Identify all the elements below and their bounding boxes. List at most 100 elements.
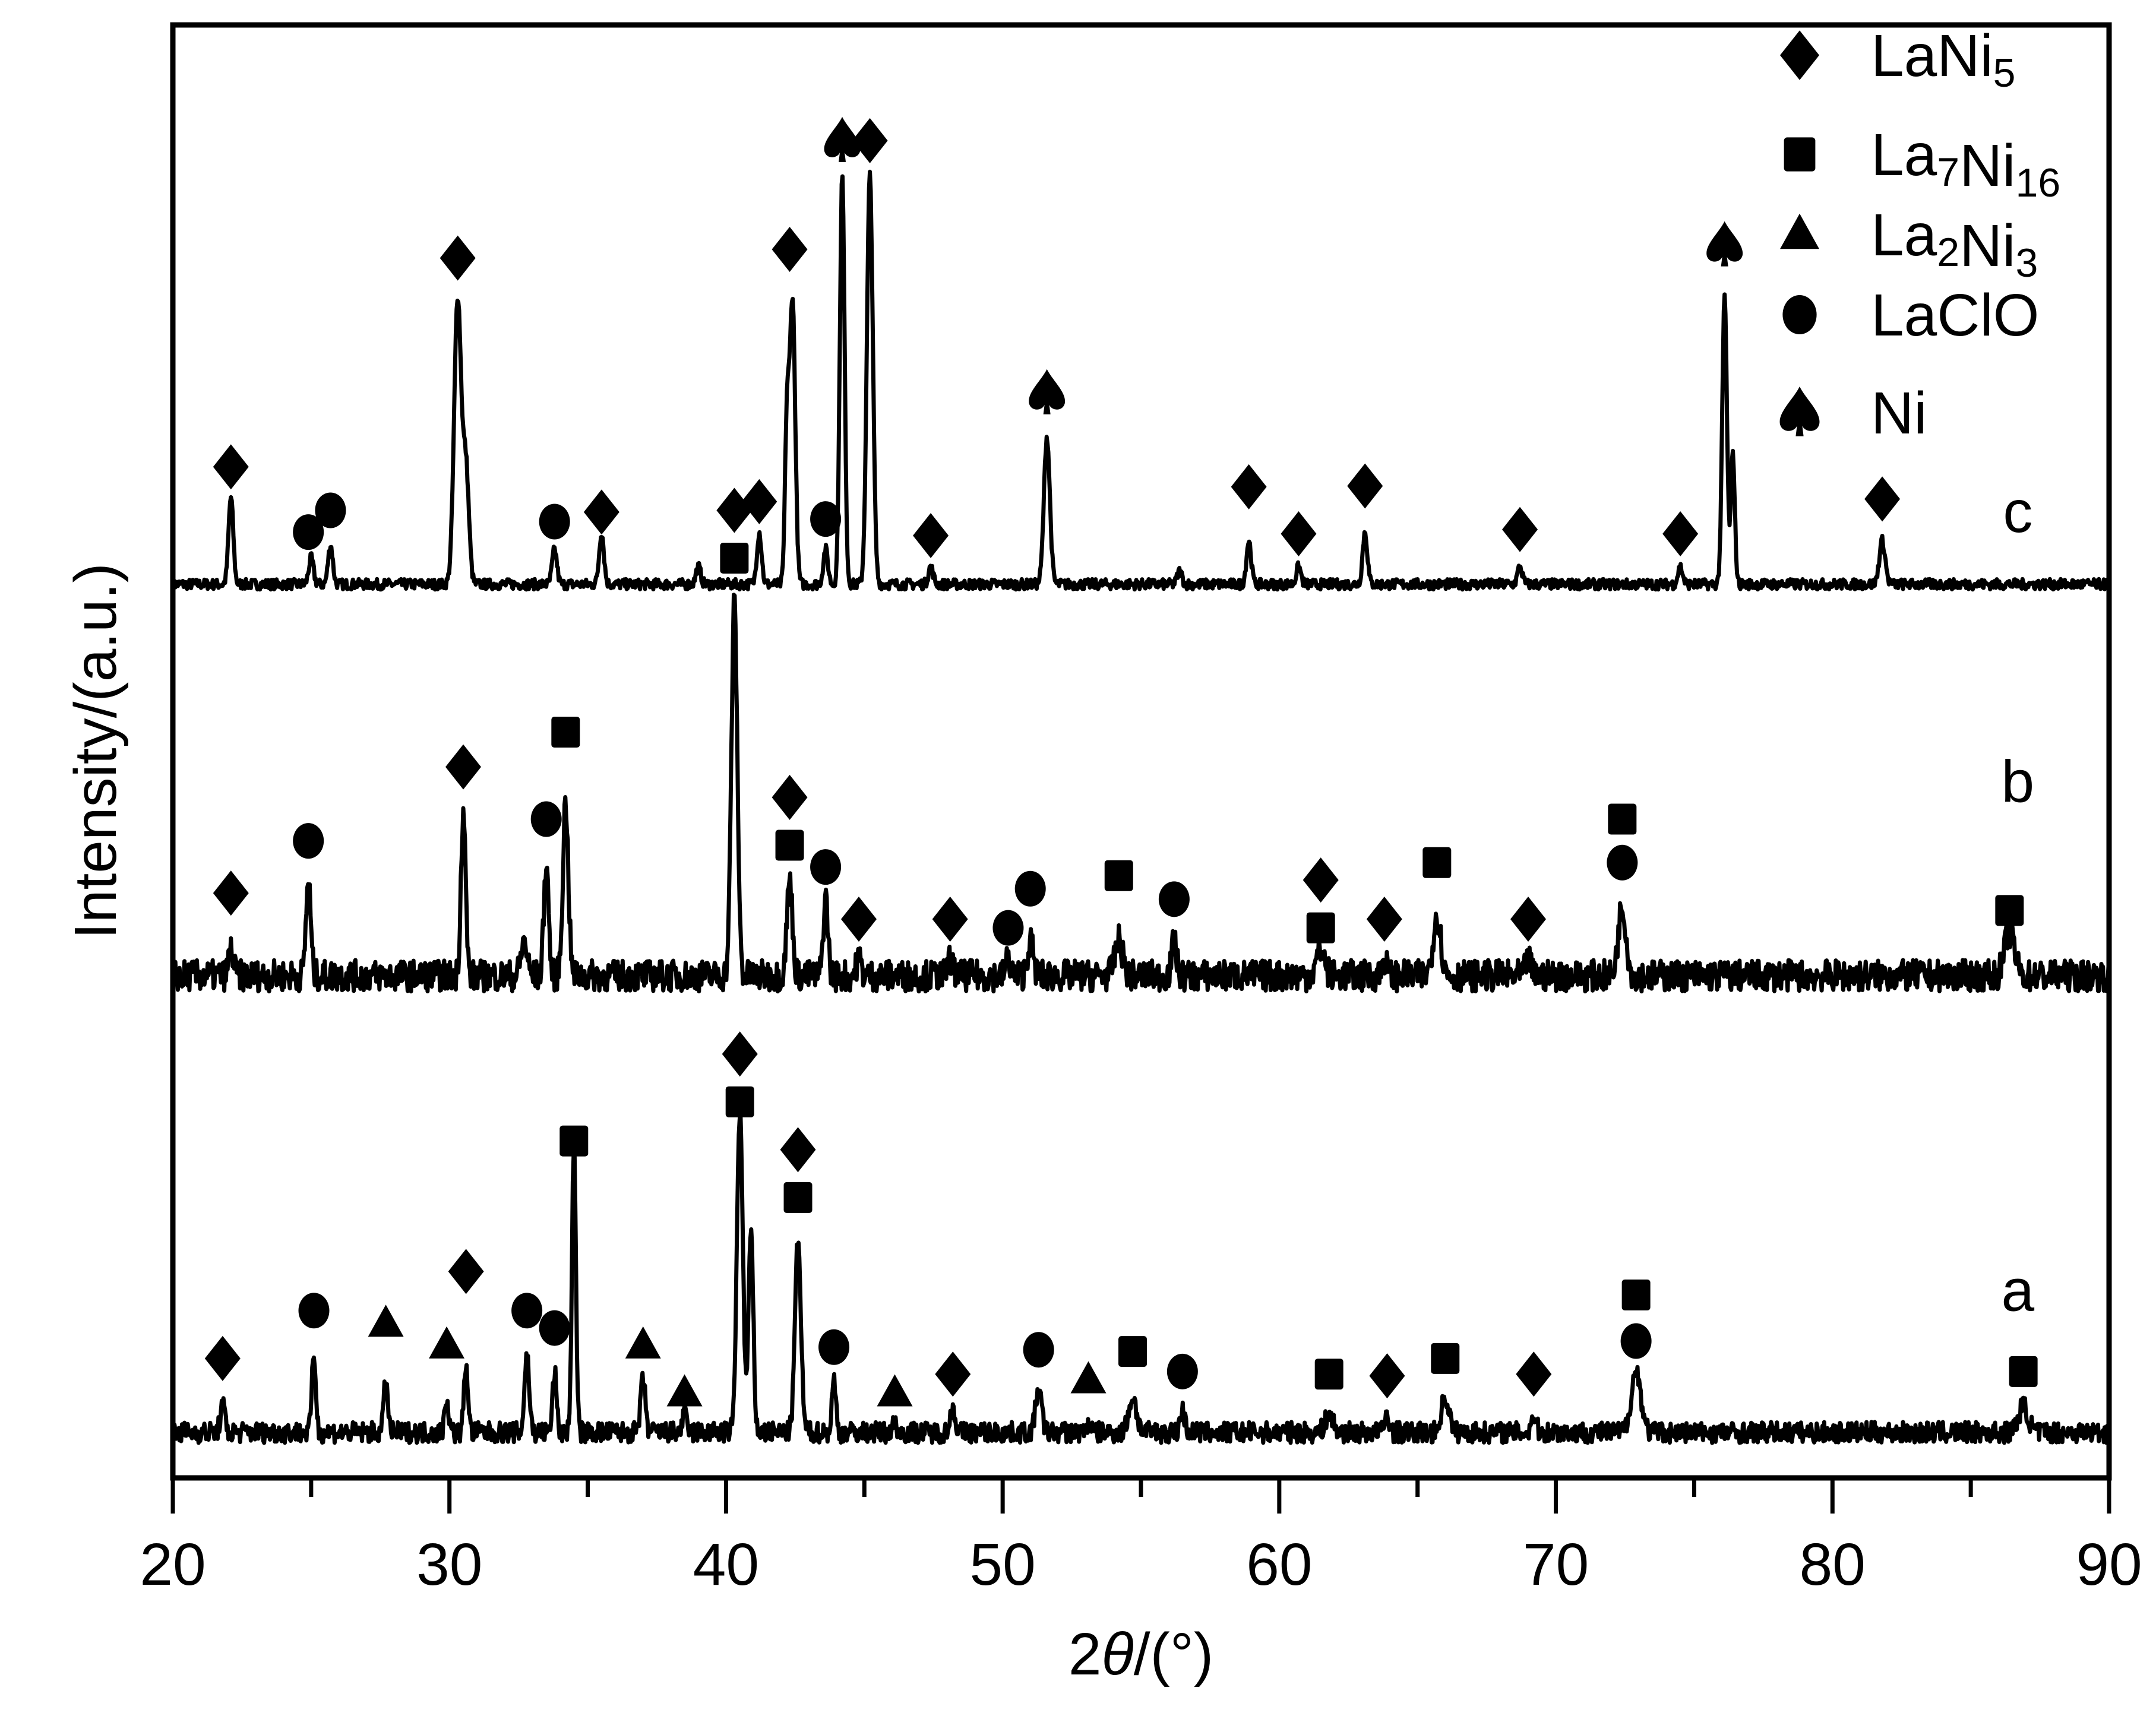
- square-marker-icon: [1306, 912, 1335, 944]
- circle-marker-icon: [530, 801, 562, 837]
- x-tick-label: 60: [1246, 1531, 1312, 1598]
- diamond-marker-icon: [935, 1351, 971, 1397]
- square-marker-icon: [1431, 1343, 1460, 1374]
- triangle-marker-icon: [1780, 213, 1819, 249]
- diamond-marker-icon: [213, 870, 249, 916]
- legend-label: LaNi5: [1871, 23, 2016, 96]
- square-marker-icon: [1621, 1279, 1651, 1310]
- square-marker-icon: [559, 1125, 589, 1157]
- diamond-marker-icon: [741, 479, 777, 524]
- circle-marker-icon: [539, 1310, 570, 1346]
- trace-c: [170, 169, 2111, 592]
- diamond-marker-icon: [852, 118, 888, 163]
- diamond-marker-icon: [1281, 511, 1317, 557]
- spade-marker-icon: [1706, 221, 1743, 267]
- legend-label: Ni: [1871, 380, 1927, 447]
- diamond-marker-icon: [932, 897, 968, 942]
- circle-marker-icon: [1014, 870, 1046, 907]
- trace-label-b: b: [2002, 748, 2035, 815]
- x-tick-label: 50: [970, 1531, 1036, 1598]
- triangle-marker-icon: [877, 1374, 913, 1407]
- diamond-marker-icon: [204, 1335, 241, 1381]
- x-tick-label: 40: [693, 1531, 759, 1598]
- legend-label: La7Ni16: [1871, 122, 2060, 205]
- circle-marker-icon: [1166, 1353, 1198, 1389]
- circle-marker-icon: [293, 823, 324, 859]
- square-marker-icon: [775, 829, 804, 861]
- diamond-marker-icon: [1231, 464, 1267, 509]
- circle-marker-icon: [1158, 881, 1190, 917]
- diamond-marker-icon: [213, 444, 249, 490]
- x-tick-label: 90: [2076, 1531, 2142, 1598]
- diamond-marker-icon: [440, 235, 476, 281]
- square-marker-icon: [1995, 895, 2024, 926]
- x-tick-label: 30: [416, 1531, 482, 1598]
- x-tick-label: 20: [140, 1531, 206, 1598]
- square-marker-icon: [1104, 860, 1133, 891]
- legend-item-laclo: LaClO: [1782, 282, 2039, 349]
- diamond-marker-icon: [840, 897, 877, 942]
- y-axis-title: Intensity/(a.u.): [62, 563, 129, 939]
- diamond-marker-icon: [1780, 30, 1819, 80]
- trace-b: [170, 593, 2111, 994]
- phase-markers: [204, 116, 2038, 1407]
- square-marker-icon: [551, 717, 580, 748]
- diamond-marker-icon: [448, 1249, 484, 1294]
- xrd-traces: [170, 169, 2111, 1445]
- triangle-marker-icon: [368, 1305, 404, 1337]
- circle-marker-icon: [315, 492, 346, 528]
- circle-marker-icon: [1782, 295, 1817, 334]
- diamond-marker-icon: [772, 226, 808, 272]
- diamond-marker-icon: [1864, 476, 1901, 522]
- trace-label-a: a: [2002, 1257, 2035, 1324]
- diamond-marker-icon: [1369, 1353, 1405, 1399]
- square-marker-icon: [2009, 1356, 2038, 1387]
- diamond-marker-icon: [1510, 897, 1546, 942]
- diamond-marker-icon: [716, 487, 753, 533]
- diamond-marker-icon: [1516, 1351, 1552, 1397]
- legend-item-la7ni16: La7Ni16: [1784, 122, 2060, 205]
- diamond-marker-icon: [913, 512, 949, 558]
- triangle-marker-icon: [429, 1326, 465, 1359]
- diamond-marker-icon: [583, 489, 619, 535]
- square-marker-icon: [1784, 137, 1816, 172]
- triangle-marker-icon: [625, 1326, 661, 1359]
- spade-marker-icon: [824, 116, 861, 162]
- square-marker-icon: [725, 1086, 754, 1117]
- x-tick-label: 70: [1523, 1531, 1589, 1598]
- diamond-marker-icon: [780, 1127, 816, 1173]
- triangle-marker-icon: [1070, 1361, 1107, 1394]
- circle-marker-icon: [539, 504, 570, 540]
- square-marker-icon: [720, 543, 749, 574]
- square-marker-icon: [1608, 803, 1637, 835]
- x-axis-ticks: 20 30 40 50 60 70 80 90: [140, 1478, 2142, 1598]
- diamond-marker-icon: [1366, 897, 1402, 942]
- triangle-marker-icon: [666, 1374, 703, 1407]
- x-axis-title: 2θ/(°): [1068, 1621, 1213, 1687]
- circle-marker-icon: [293, 514, 324, 550]
- legend-item-lani5: LaNi5: [1780, 23, 2016, 96]
- circle-marker-icon: [1607, 844, 1638, 881]
- spade-marker-icon: [1779, 387, 1820, 436]
- circle-marker-icon: [818, 1329, 850, 1365]
- square-marker-icon: [1314, 1359, 1343, 1390]
- diamond-marker-icon: [1502, 506, 1538, 552]
- square-marker-icon: [1422, 847, 1452, 878]
- trace-labels: c b a: [2002, 479, 2035, 1324]
- trace-a: [170, 1107, 2111, 1445]
- circle-marker-icon: [511, 1293, 543, 1329]
- spade-marker-icon: [1029, 369, 1066, 414]
- diamond-marker-icon: [722, 1031, 758, 1077]
- legend-label: LaClO: [1871, 282, 2039, 349]
- legend-item-ni: Ni: [1779, 380, 1927, 447]
- circle-marker-icon: [298, 1293, 330, 1329]
- legend-label: La2Ni3: [1871, 202, 2038, 286]
- circle-marker-icon: [1023, 1332, 1054, 1368]
- circle-marker-icon: [810, 501, 842, 537]
- legend-item-la2ni3: La2Ni3: [1780, 202, 2038, 286]
- diamond-marker-icon: [1303, 857, 1339, 903]
- trace-label-c: c: [2003, 479, 2032, 545]
- square-marker-icon: [1118, 1336, 1147, 1367]
